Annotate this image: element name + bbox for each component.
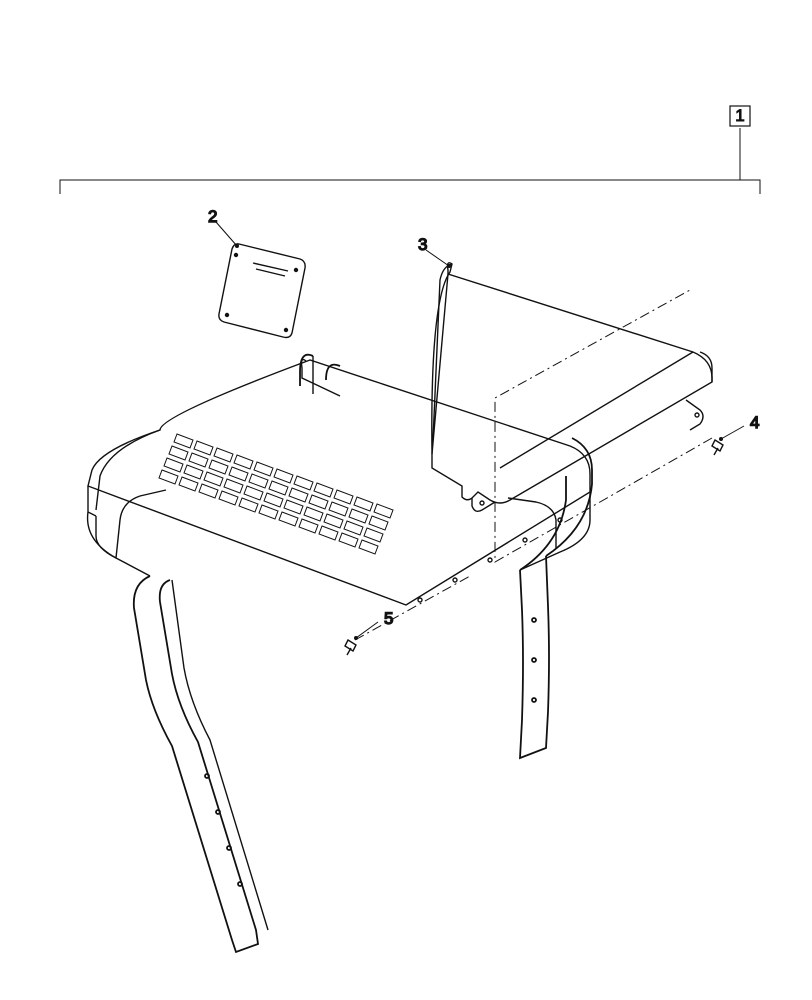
item-2-placard: 2 [208, 207, 305, 338]
item-3-roof-cover: 3 [418, 235, 712, 511]
technical-drawing: 1 2 3 [0, 0, 812, 1000]
callout-1-label: 1 [735, 106, 744, 125]
callout-3-label: 3 [418, 235, 427, 254]
callout-2-label: 2 [208, 207, 217, 226]
item-4-fastener: 4 [712, 413, 759, 455]
rear-arch [300, 355, 592, 758]
rear-left-leg [302, 356, 341, 396]
assembly-phantom-line [495, 290, 712, 562]
callout-4-label: 4 [750, 413, 759, 432]
assembly-phantom-line-2 [355, 576, 470, 640]
roof-vent-grille [159, 434, 393, 554]
front-left-leg [134, 576, 268, 952]
main-canopy [88, 355, 592, 952]
item-5-fastener: 5 [345, 609, 393, 655]
callout-1: 1 [60, 106, 760, 194]
callout-5-label: 5 [384, 609, 393, 628]
